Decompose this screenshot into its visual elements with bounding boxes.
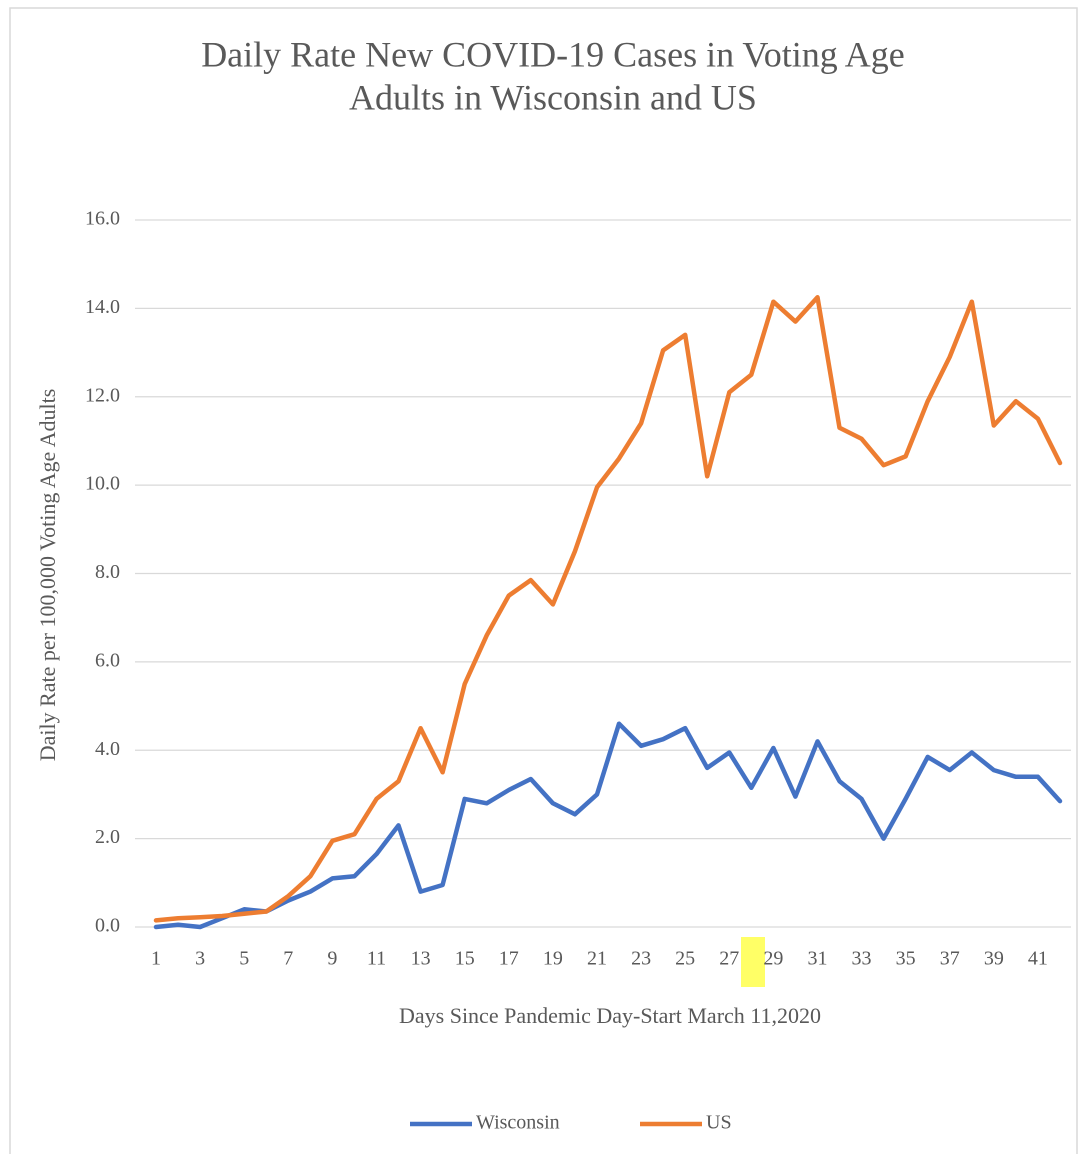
chart-frame <box>9 7 1078 1154</box>
y-tick-label: 14.0 <box>85 296 120 318</box>
x-tick-label: 27 <box>719 948 739 970</box>
y-axis-label: Daily Rate per 100,000 Voting Age Adults <box>35 389 60 762</box>
highlight <box>741 937 765 987</box>
chart-title: Adults in Wisconsin and US <box>349 77 757 117</box>
y-tick-label: 16.0 <box>85 208 120 230</box>
x-tick-label: 15 <box>455 948 475 970</box>
x-tick-label: 39 <box>984 948 1004 970</box>
x-tick-label: 3 <box>195 948 205 970</box>
y-tick-label: 8.0 <box>95 561 120 583</box>
x-tick-label: 1 <box>151 948 161 970</box>
legend-label: Wisconsin <box>476 1112 560 1134</box>
data-line <box>153 295 1063 923</box>
data-line <box>153 721 1063 930</box>
x-tick-label: 11 <box>367 948 386 970</box>
x-tick-label: 25 <box>675 948 695 970</box>
x-tick-label: 7 <box>283 948 293 970</box>
y-tick-label: 0.0 <box>95 915 120 937</box>
y-tick-label: 12.0 <box>85 384 120 406</box>
x-tick-label: 17 <box>499 948 519 970</box>
x-tick-label: 29 <box>763 948 783 970</box>
y-tick-label: 4.0 <box>95 738 120 760</box>
x-tick-label: 5 <box>239 948 249 970</box>
legend-label: US <box>706 1112 732 1134</box>
x-tick-label: 41 <box>1028 948 1048 970</box>
y-tick-label: 2.0 <box>95 826 120 848</box>
x-tick-label: 37 <box>940 948 960 970</box>
y-tick-label: 6.0 <box>95 649 120 671</box>
x-tick-label: 35 <box>896 948 916 970</box>
chart-title: Daily Rate New COVID-19 Cases in Voting … <box>201 34 905 74</box>
x-tick-label: 23 <box>631 948 651 970</box>
x-tick-label: 31 <box>807 948 827 970</box>
y-tick-label: 10.0 <box>85 473 120 495</box>
x-tick-label: 9 <box>327 948 337 970</box>
x-axis-label: Days Since Pandemic Day-Start March 11,2… <box>399 1003 821 1028</box>
x-tick-label: 19 <box>543 948 563 970</box>
x-tick-label: 21 <box>587 948 607 970</box>
x-tick-label: 33 <box>852 948 872 970</box>
x-tick-label: 13 <box>411 948 431 970</box>
